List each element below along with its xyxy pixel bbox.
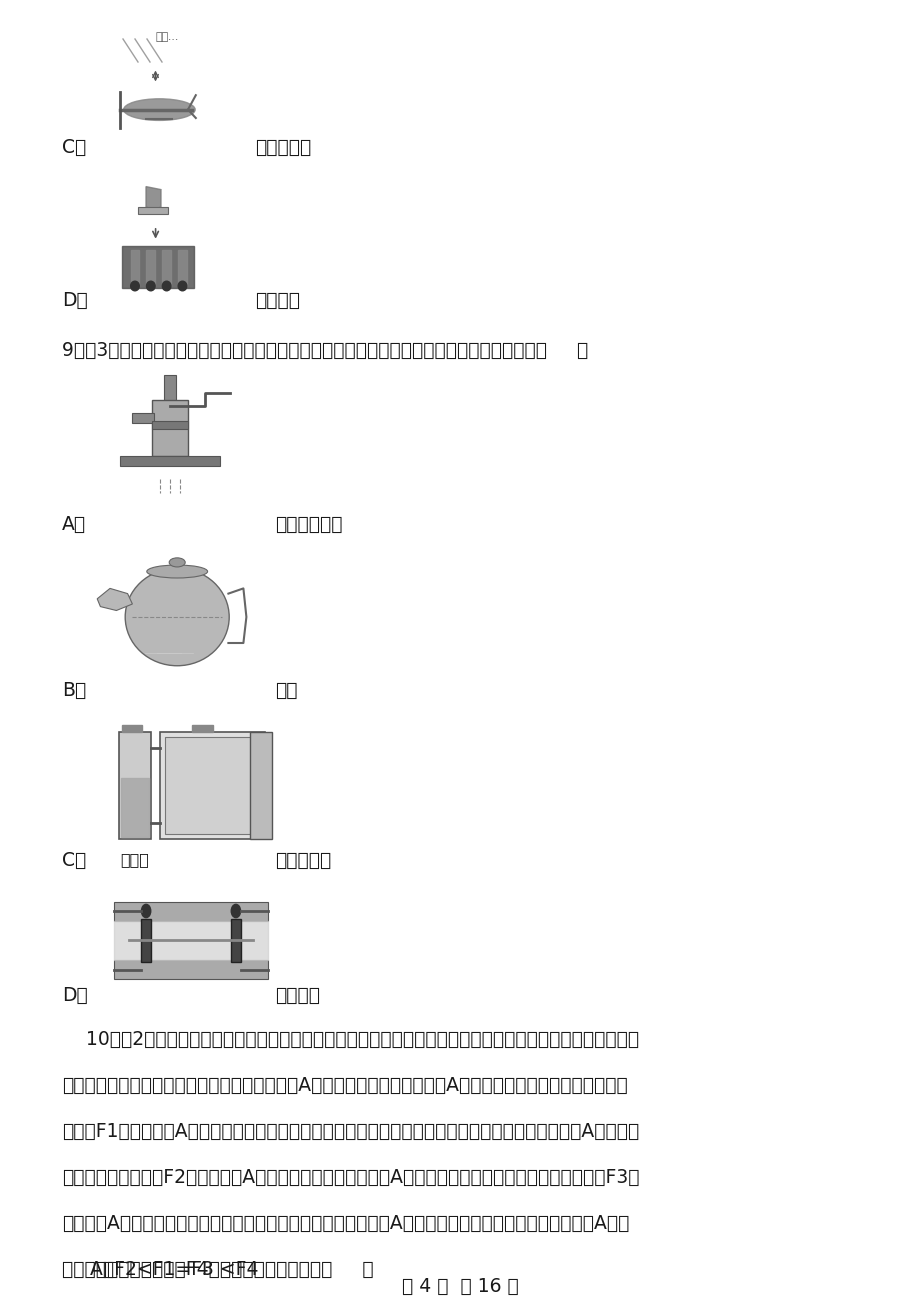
Text: 锅炉水位计: 锅炉水位计	[275, 850, 331, 870]
Text: 中甲、乙、丁容器中的液体密度相同。若将小球A放在甲容器的液体中，小球A静止时漂浮，此时甲容器对桌面的: 中甲、乙、丁容器中的液体密度相同。若将小球A放在甲容器的液体中，小球A静止时漂浮…	[62, 1075, 627, 1095]
Ellipse shape	[178, 281, 187, 290]
Polygon shape	[97, 589, 132, 611]
Bar	[152, 422, 187, 430]
Text: D．: D．	[62, 290, 87, 310]
Bar	[130, 250, 139, 286]
Bar	[131, 413, 153, 423]
Bar	[231, 918, 240, 962]
Bar	[122, 725, 142, 733]
Text: 9．（3分）连通器在日常生活和生产中应用广泛，如图所示事例中是利用连通器原理工作的是（     ）: 9．（3分）连通器在日常生活和生产中应用广泛，如图所示事例中是利用连通器原理工作…	[62, 341, 587, 359]
Bar	[121, 779, 149, 837]
Bar	[142, 918, 151, 962]
Text: C．: C．	[62, 138, 86, 156]
Ellipse shape	[146, 281, 155, 290]
Ellipse shape	[130, 281, 139, 290]
Text: 机翼的形状: 机翼的形状	[255, 138, 311, 156]
Polygon shape	[146, 186, 161, 212]
Bar	[178, 250, 187, 286]
Bar	[164, 375, 176, 402]
Text: A．: A．	[62, 514, 86, 534]
Text: 茶壶: 茶壶	[275, 681, 297, 699]
Ellipse shape	[231, 905, 240, 918]
Ellipse shape	[125, 568, 229, 665]
Text: A．F2<F1=F3 <F4: A．F2<F1=F3 <F4	[90, 1259, 258, 1279]
Text: 第 4 页  共 16 页: 第 4 页 共 16 页	[402, 1276, 517, 1295]
Bar	[191, 725, 212, 733]
Text: 吹气...: 吹气...	[155, 31, 179, 42]
Text: C．: C．	[62, 850, 86, 870]
Text: 厨房粘钩: 厨房粘钩	[255, 290, 300, 310]
Text: 压力为F1；若将小球A用一段不计质量的细线与乙容器底部相连，并使其浸没在该容器的液体中，小球A静止时乙: 压力为F1；若将小球A用一段不计质量的细线与乙容器底部相连，并使其浸没在该容器的…	[62, 1122, 639, 1141]
Ellipse shape	[169, 557, 185, 566]
Bar	[122, 246, 194, 289]
Bar	[113, 921, 268, 961]
Bar	[152, 400, 187, 456]
Text: 容器对桌面的压力为F2；若将小球A放在丙容器的液体中，小球A静止时悬浮，此时丙容器对桌面的压力为F3；: 容器对桌面的压力为F2；若将小球A放在丙容器的液体中，小球A静止时悬浮，此时丙容…	[62, 1168, 639, 1187]
Bar	[119, 456, 220, 466]
Ellipse shape	[142, 905, 151, 918]
Bar	[146, 250, 155, 286]
Bar	[138, 207, 168, 214]
Text: B．: B．	[62, 681, 86, 699]
Bar	[119, 733, 152, 838]
Text: D．: D．	[62, 986, 87, 1005]
Text: 若将小球A放在丁容器的液体中，用一根不计质量的细杆压住小球A，使其浸没，且不与容器底接触，小球A静止: 若将小球A放在丁容器的液体中，用一根不计质量的细杆压住小球A，使其浸没，且不与容…	[62, 1213, 629, 1233]
Text: 10．（2分）水平桌面上放有甲、乙、丙、丁四个完全相同的圆柱形容器，容器内分别盛有等质量的液体。其: 10．（2分）水平桌面上放有甲、乙、丙、丁四个完全相同的圆柱形容器，容器内分别盛…	[62, 1030, 639, 1049]
Text: 三峡船闸: 三峡船闸	[275, 986, 320, 1005]
Bar	[162, 250, 171, 286]
Text: 时丁容器对桌面的压力为F4。则下列判断正确的是（     ）: 时丁容器对桌面的压力为F4。则下列判断正确的是（ ）	[62, 1260, 373, 1279]
Ellipse shape	[123, 99, 195, 120]
Bar	[160, 733, 265, 838]
Bar	[113, 901, 268, 921]
Text: 水位计: 水位计	[119, 853, 149, 867]
Bar	[250, 733, 272, 838]
Ellipse shape	[147, 565, 208, 578]
Bar	[113, 961, 268, 979]
Ellipse shape	[162, 281, 171, 290]
Text: 活塞式抽水机: 活塞式抽水机	[275, 514, 342, 534]
Bar	[165, 737, 259, 835]
